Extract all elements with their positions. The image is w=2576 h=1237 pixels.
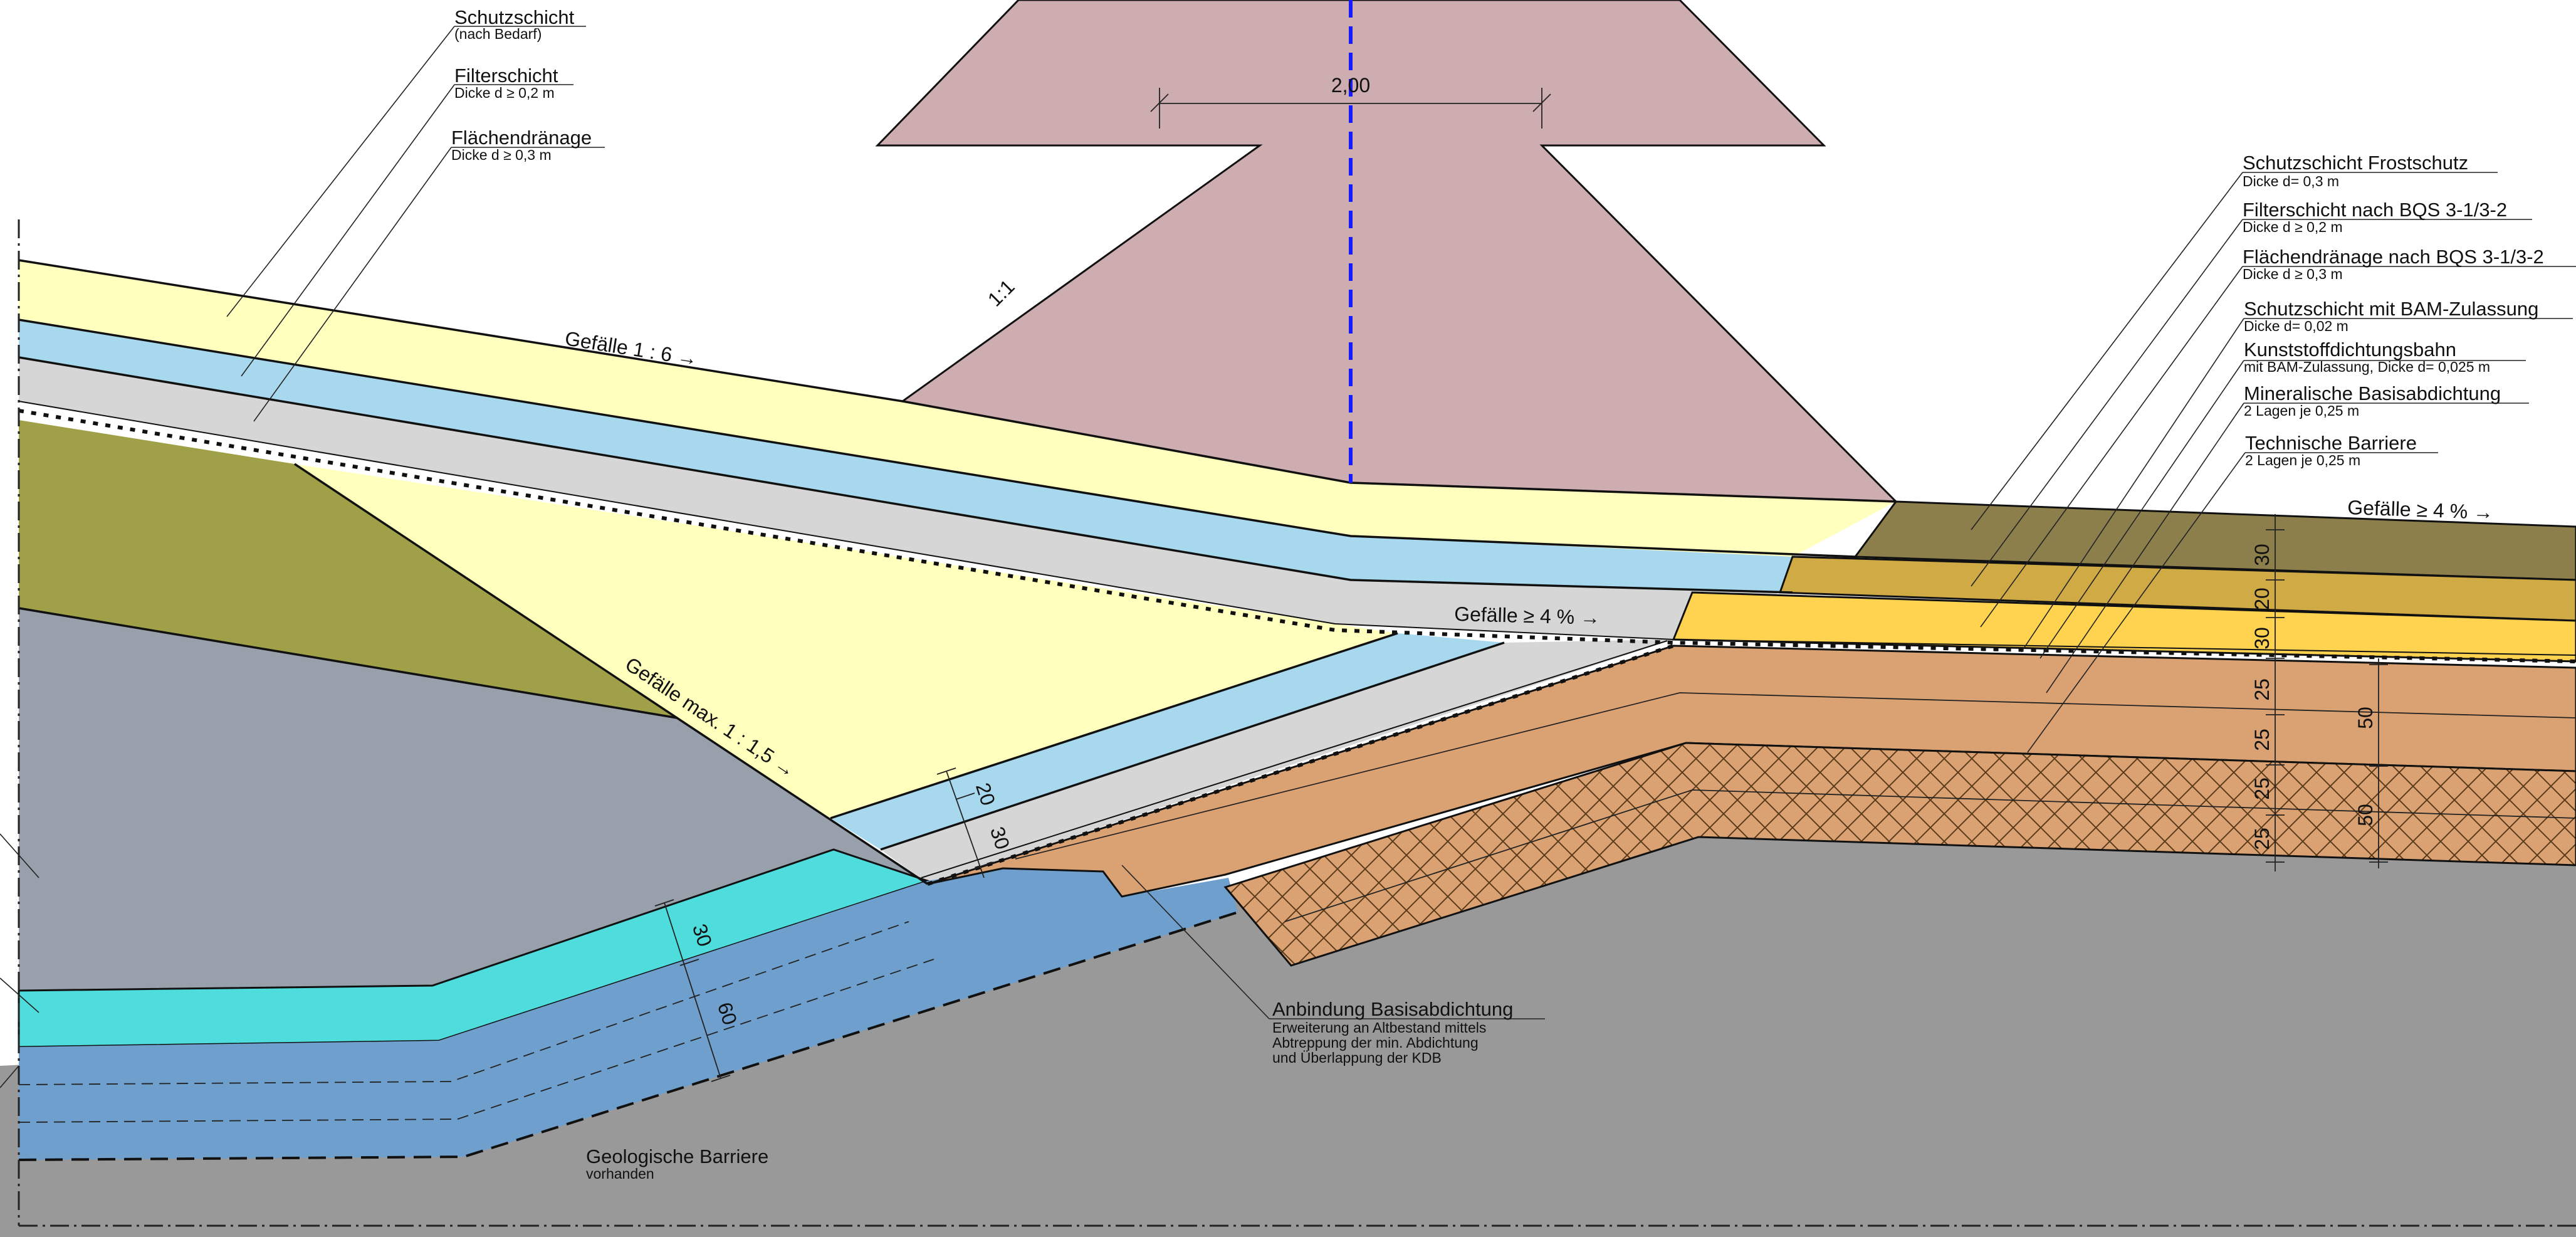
right-label-mineral: Mineralische Basisabdichtung 2 Lagen je …	[2046, 382, 2529, 693]
svg-text:Schutzschicht mit BAM-Zulassun: Schutzschicht mit BAM-Zulassung	[2244, 298, 2538, 320]
svg-text:25: 25	[2251, 678, 2273, 701]
left-label-drainage: Flächendränage Dicke d ≥ 0,3 m	[253, 127, 605, 422]
blue-mid-layer	[19, 868, 1238, 1160]
svg-text:Anbindung Basisabdichtung: Anbindung Basisabdichtung	[1272, 998, 1513, 1020]
liner-slope	[927, 644, 1674, 886]
filter-slope-strip	[830, 633, 1504, 850]
svg-text:Dicke d= 0,02 m: Dicke d= 0,02 m	[2244, 318, 2348, 334]
svg-text:Filterschicht nach BQS 3-1/3-2: Filterschicht nach BQS 3-1/3-2	[2243, 199, 2507, 221]
svg-text:50: 50	[2354, 707, 2377, 729]
svg-text:Mineralische Basisabdichtung: Mineralische Basisabdichtung	[2244, 382, 2501, 404]
right-label-filter: Filterschicht nach BQS 3-1/3-2 Dicke d ≥…	[1971, 199, 2532, 587]
frost-protection-layer	[1853, 500, 2576, 581]
olive-layer	[19, 420, 677, 718]
top-dimension: 2,00	[1150, 74, 1551, 129]
top-dimension-label: 2,00	[1331, 74, 1370, 97]
slope-ratio-label: 1:1	[983, 275, 1019, 311]
svg-text:und Überlappung der KDB: und Überlappung der KDB	[1272, 1050, 1442, 1066]
right-label-drainage: Flächendränage nach BQS 3-1/3-2 Dicke d …	[1980, 246, 2576, 628]
slope-label-4-mid: Gefälle ≥ 4 % →	[1454, 603, 1601, 629]
svg-text:Kunststoffdichtungsbahn: Kunststoffdichtungsbahn	[2244, 339, 2456, 361]
svg-text:2 Lagen je 0,25 m: 2 Lagen je 0,25 m	[2244, 403, 2359, 419]
svg-text:25: 25	[2251, 729, 2273, 751]
svg-text:Dicke d= 0,3 m: Dicke d= 0,3 m	[2243, 173, 2339, 189]
left-label-filter: Filterschicht Dicke d ≥ 0,2 m	[241, 65, 573, 377]
mineral-seal-layer	[927, 645, 2576, 898]
svg-text:Flächendränage: Flächendränage	[451, 127, 592, 149]
drain-grey-layer	[19, 357, 1780, 640]
svg-text:30: 30	[2251, 544, 2273, 566]
svg-text:50: 50	[2354, 804, 2377, 826]
svg-text:2 Lagen je 0,25 m: 2 Lagen je 0,25 m	[2245, 452, 2360, 468]
right-dimension-chain: 30 20 30 25 25 25 25 50 50	[2251, 514, 2388, 871]
slope-label-4-right: Gefälle ≥ 4 % →	[2347, 496, 2494, 524]
svg-text:Erweiterung an Altbestand mitt: Erweiterung an Altbestand mittels	[1272, 1019, 1486, 1036]
filter-blue-layer	[19, 320, 1793, 592]
svg-text:vorhanden: vorhanden	[586, 1166, 654, 1182]
svg-text:Schutzschicht: Schutzschicht	[454, 6, 575, 28]
svg-text:Schutzschicht Frostschutz: Schutzschicht Frostschutz	[2243, 152, 2468, 174]
svg-text:Flächendränage nach BQS 3-1/3-: Flächendränage nach BQS 3-1/3-2	[2243, 246, 2544, 268]
right-label-frost: Schutzschicht Frostschutz Dicke d= 0,3 m	[1971, 152, 2498, 530]
svg-text:Technische Barriere: Technische Barriere	[2245, 432, 2417, 454]
drain-slope-strip	[881, 640, 1673, 884]
svg-text:30: 30	[2251, 627, 2273, 650]
svg-text:Filterschicht: Filterschicht	[454, 65, 558, 87]
yellow-fill-wedge	[295, 464, 1398, 818]
svg-text:Dicke d ≥ 0,2 m: Dicke d ≥ 0,2 m	[2243, 219, 2343, 235]
right-label-technical: Technische Barriere 2 Lagen je 0,25 m	[2027, 432, 2438, 753]
left-label-protection: Schutzschicht (nach Bedarf)	[226, 6, 586, 317]
svg-text:(nach Bedarf): (nach Bedarf)	[454, 26, 542, 42]
svg-text:Dicke d ≥ 0,2 m: Dicke d ≥ 0,2 m	[454, 85, 555, 101]
geo-barrier-label: Geologische Barriere vorhanden	[586, 1145, 768, 1182]
svg-text:20: 20	[2251, 587, 2273, 610]
yellow-slope-layer	[19, 260, 1896, 557]
anbindung-label: Anbindung Basisabdichtung Erweiterung an…	[1121, 865, 1545, 1066]
right-label-kdb: Kunststoffdichtungsbahn mit BAM-Zulassun…	[2039, 339, 2526, 659]
drain-right-layer	[1672, 591, 2576, 663]
svg-text:Dicke d ≥ 0,3 m: Dicke d ≥ 0,3 m	[2243, 266, 2343, 282]
svg-text:25: 25	[2251, 777, 2273, 800]
svg-text:25: 25	[2251, 828, 2273, 850]
svg-text:Abtreppung der min. Abdichtung: Abtreppung der min. Abdichtung	[1272, 1034, 1479, 1051]
filter-right-layer	[1778, 555, 2576, 622]
svg-text:Geologische Barriere: Geologische Barriere	[586, 1145, 768, 1167]
svg-text:mit BAM-Zulassung, Dicke d= 0,: mit BAM-Zulassung, Dicke d= 0,025 m	[2244, 359, 2490, 375]
svg-text:Dicke d ≥ 0,3 m: Dicke d ≥ 0,3 m	[451, 147, 552, 163]
technical-barrier-layer	[1223, 742, 2576, 967]
right-label-protection-bam: Schutzschicht mit BAM-Zulassung Dicke d=…	[2021, 298, 2573, 653]
liner-upper	[18, 409, 2576, 663]
